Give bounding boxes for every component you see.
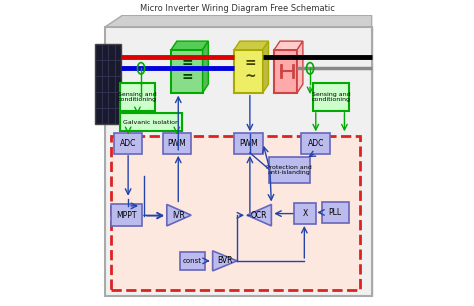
- FancyBboxPatch shape: [301, 133, 330, 154]
- FancyBboxPatch shape: [234, 133, 263, 154]
- Text: PWM: PWM: [239, 139, 258, 148]
- Polygon shape: [247, 204, 272, 226]
- FancyBboxPatch shape: [105, 27, 372, 296]
- Polygon shape: [234, 41, 268, 50]
- Polygon shape: [297, 41, 303, 93]
- FancyBboxPatch shape: [163, 133, 191, 154]
- Polygon shape: [202, 41, 209, 93]
- Text: PWM: PWM: [167, 139, 186, 148]
- FancyBboxPatch shape: [274, 50, 297, 93]
- Polygon shape: [171, 41, 209, 50]
- Title: Micro Inverter Wiring Diagram Free Schematic: Micro Inverter Wiring Diagram Free Schem…: [139, 4, 335, 13]
- FancyBboxPatch shape: [114, 133, 143, 154]
- Text: Sensing and
conditioning: Sensing and conditioning: [311, 91, 350, 103]
- Polygon shape: [263, 41, 268, 93]
- FancyBboxPatch shape: [321, 202, 349, 223]
- Text: ~: ~: [244, 70, 255, 84]
- FancyBboxPatch shape: [268, 157, 310, 183]
- Text: ADC: ADC: [308, 139, 324, 148]
- Text: =: =: [244, 56, 255, 69]
- Polygon shape: [274, 41, 303, 50]
- Text: MPPT: MPPT: [117, 211, 137, 220]
- FancyBboxPatch shape: [119, 83, 155, 111]
- Text: PLL: PLL: [328, 208, 342, 217]
- Text: =: =: [181, 70, 192, 84]
- Text: const: const: [183, 258, 202, 264]
- Text: ADC: ADC: [120, 139, 137, 148]
- Text: Sensing and
conditioning: Sensing and conditioning: [118, 91, 157, 103]
- FancyBboxPatch shape: [180, 252, 206, 270]
- FancyBboxPatch shape: [111, 136, 360, 290]
- FancyBboxPatch shape: [95, 44, 121, 124]
- Text: OCR: OCR: [251, 211, 267, 220]
- FancyBboxPatch shape: [171, 50, 202, 93]
- Polygon shape: [167, 204, 191, 226]
- Polygon shape: [213, 251, 237, 271]
- Polygon shape: [105, 15, 372, 27]
- Text: X: X: [302, 209, 308, 218]
- Text: Galvanic isolation: Galvanic isolation: [123, 120, 179, 125]
- Text: =: =: [181, 56, 192, 69]
- Text: Protection and
anti-islanding: Protection and anti-islanding: [266, 165, 312, 175]
- FancyBboxPatch shape: [313, 83, 349, 111]
- FancyBboxPatch shape: [120, 113, 182, 131]
- FancyBboxPatch shape: [111, 204, 143, 226]
- Text: IVR: IVR: [173, 211, 185, 220]
- Text: BVR: BVR: [217, 256, 233, 265]
- FancyBboxPatch shape: [234, 50, 263, 93]
- FancyBboxPatch shape: [294, 203, 316, 225]
